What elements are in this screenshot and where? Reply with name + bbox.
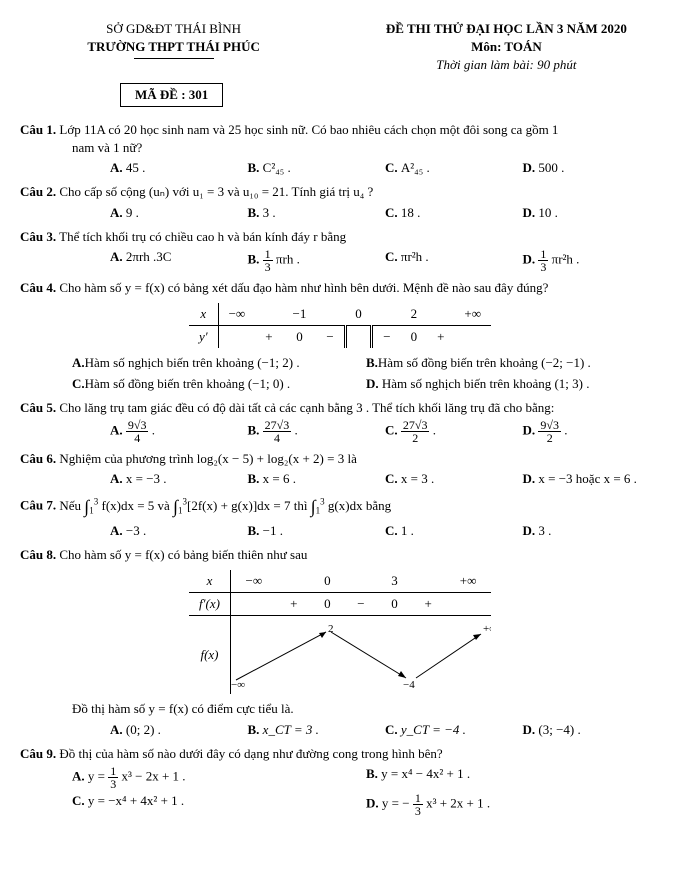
q7-d: D. 3 . — [523, 522, 661, 540]
q9-text: Đồ thị của hàm số nào dưới đây có dạng n… — [59, 746, 442, 761]
q4-sign-table: x −∞ −1 0 2 +∞ y′ + 0− − 0+ — [189, 303, 491, 348]
q1-text1: Lớp 11A có 20 học sinh nam và 25 học sin… — [59, 122, 558, 137]
page-header: SỞ GD&ĐT THÁI BÌNH TRƯỜNG THPT THÁI PHÚC… — [20, 20, 660, 75]
q7-text: Nếu ∫13 f(x)dx = 5 và ∫13[2f(x) + g(x)]d… — [59, 498, 391, 513]
q8-a: A. (0; 2) . — [110, 721, 248, 739]
q8-curve: +∞ 2 −4 −∞ — [231, 620, 491, 690]
q9-d: D. y = − 13 x³ + 2x + 1 . — [366, 792, 660, 817]
q8-c: C. y_CT = −4 . — [385, 721, 523, 739]
q8-variation-table: x −∞ 0 3 +∞ f′(x) + 0− 0+ f(x) +∞ 2 — [189, 570, 491, 694]
subject: Môn: TOÁN — [353, 38, 660, 56]
q4-text: Cho hàm số y = f(x) có bảng xét dấu đạo … — [59, 280, 548, 295]
q3-choices: A. 2πrh .3C B. 13 πrh . C. πr²h . D. 13 … — [20, 248, 660, 273]
q2-b: B. 3 . — [248, 204, 386, 222]
header-underline-left — [134, 58, 214, 59]
q2-c: C. 18 . — [385, 204, 523, 222]
q9-choices-row1: A. y = 13 x³ − 2x + 1 . B. y = x⁴ − 4x² … — [20, 765, 660, 790]
q4-choices-row2: C.Hàm số đồng biến trên khoảng (−1; 0) .… — [20, 375, 660, 393]
q9-label: Câu 9. — [20, 746, 56, 761]
question-6: Câu 6. Nghiệm của phương trình log₂(x − … — [20, 450, 660, 488]
q4-c: C.Hàm số đồng biến trên khoảng (−1; 0) . — [72, 375, 366, 393]
q5-a: A. 9√34 . — [110, 419, 248, 444]
question-1: Câu 1. Lớp 11A có 20 học sinh nam và 25 … — [20, 121, 660, 178]
q2-text: Cho cấp số cộng (uₙ) với u₁ = 3 và u₁₀ =… — [59, 184, 373, 199]
q8-d: D. (3; −4) . — [523, 721, 661, 739]
q4-d: D. Hàm số nghịch biến trên khoảng (1; 3)… — [366, 375, 660, 393]
q3-a: A. 2πrh .3C — [110, 248, 248, 273]
q3-b: B. 13 πrh . — [248, 248, 386, 273]
q1-b: B. C²₄₅ . — [248, 159, 386, 177]
q2-choices: A. 9 . B. 3 . C. 18 . D. 10 . — [20, 204, 660, 222]
q5-choices: A. 9√34 . B. 27√34 . C. 27√32 . D. 9√32 … — [20, 419, 660, 444]
q8-text: Cho hàm số y = f(x) có bảng biến thiên n… — [59, 547, 307, 562]
q6-text: Nghiệm của phương trình log₂(x − 5) + lo… — [59, 451, 356, 466]
q5-b: B. 27√34 . — [248, 419, 386, 444]
svg-text:+∞: +∞ — [483, 623, 491, 635]
q4-b: B.Hàm số đồng biến trên khoảng (−2; −1) … — [366, 354, 660, 372]
q6-label: Câu 6. — [20, 451, 56, 466]
svg-text:−4: −4 — [403, 679, 415, 690]
q8-b: B. x_CT = 3 . — [248, 721, 386, 739]
q6-choices: A. x = −3 . B. x = 6 . C. x = 3 . D. x =… — [20, 470, 660, 488]
q7-b: B. −1 . — [248, 522, 386, 540]
q8-label: Câu 8. — [20, 547, 56, 562]
q3-label: Câu 3. — [20, 229, 56, 244]
q3-d: D. 13 πr²h . — [523, 248, 661, 273]
exam-title: ĐỀ THI THỬ ĐẠI HỌC LẦN 3 NĂM 2020 — [353, 20, 660, 38]
q1-label: Câu 1. — [20, 122, 56, 137]
q1-c: C. A²₄₅ . — [385, 159, 523, 177]
exam-time: Thời gian làm bài: 90 phút — [353, 56, 660, 74]
q2-a: A. 9 . — [110, 204, 248, 222]
question-3: Câu 3. Thể tích khối trụ có chiều cao h … — [20, 228, 660, 273]
question-2: Câu 2. Cho cấp số cộng (uₙ) với u₁ = 3 v… — [20, 183, 660, 221]
q3-c: C. πr²h . — [385, 248, 523, 273]
school: TRƯỜNG THPT THÁI PHÚC — [20, 38, 327, 56]
q9-a: A. y = 13 x³ − 2x + 1 . — [72, 765, 366, 790]
q6-c: C. x = 3 . — [385, 470, 523, 488]
q4-label: Câu 4. — [20, 280, 56, 295]
exam-code-box: MÃ ĐỀ : 301 — [120, 83, 223, 107]
q1-d: D. 500 . — [523, 159, 661, 177]
question-9: Câu 9. Đồ thị của hàm số nào dưới đây có… — [20, 745, 660, 817]
q1-a: A. 45 . — [110, 159, 248, 177]
svg-text:−∞: −∞ — [231, 679, 245, 690]
q5-d: D. 9√32 . — [523, 419, 661, 444]
q7-a: A. −3 . — [110, 522, 248, 540]
q8-conclusion: Đồ thị hàm số y = f(x) có điểm cực tiểu … — [20, 700, 660, 718]
q7-c: C. 1 . — [385, 522, 523, 540]
q2-label: Câu 2. — [20, 184, 56, 199]
q5-label: Câu 5. — [20, 400, 56, 415]
q6-a: A. x = −3 . — [110, 470, 248, 488]
header-right: ĐỀ THI THỬ ĐẠI HỌC LẦN 3 NĂM 2020 Môn: T… — [353, 20, 660, 75]
q1-choices: A. 45 . B. C²₄₅ . C. A²₄₅ . D. 500 . — [20, 159, 660, 177]
q5-c: C. 27√32 . — [385, 419, 523, 444]
question-8: Câu 8. Cho hàm số y = f(x) có bảng biến … — [20, 546, 660, 739]
q4-a: A.Hàm số nghịch biến trên khoảng (−1; 2)… — [72, 354, 366, 372]
q7-choices: A. −3 . B. −1 . C. 1 . D. 3 . — [20, 522, 660, 540]
q3-text: Thể tích khối trụ có chiều cao h và bán … — [59, 229, 346, 244]
q8-choices: A. (0; 2) . B. x_CT = 3 . C. y_CT = −4 .… — [20, 721, 660, 739]
dept: SỞ GD&ĐT THÁI BÌNH — [20, 20, 327, 38]
question-4: Câu 4. Cho hàm số y = f(x) có bảng xét d… — [20, 279, 660, 393]
q9-choices-row2: C. y = −x⁴ + 4x² + 1 . D. y = − 13 x³ + … — [20, 792, 660, 817]
question-7: Câu 7. Nếu ∫13 f(x)dx = 5 và ∫13[2f(x) +… — [20, 494, 660, 539]
q9-b: B. y = x⁴ − 4x² + 1 . — [366, 765, 660, 790]
q1-text2: nam và 1 nữ? — [20, 139, 660, 157]
question-5: Câu 5. Cho lăng trụ tam giác đều có độ d… — [20, 399, 660, 444]
q6-b: B. x = 6 . — [248, 470, 386, 488]
q2-d: D. 10 . — [523, 204, 661, 222]
q5-text: Cho lăng trụ tam giác đều có độ dài tất … — [59, 400, 554, 415]
q6-d: D. x = −3 hoặc x = 6 . — [523, 470, 661, 488]
q4-choices-row1: A.Hàm số nghịch biến trên khoảng (−1; 2)… — [20, 354, 660, 372]
q7-label: Câu 7. — [20, 498, 56, 513]
q9-c: C. y = −x⁴ + 4x² + 1 . — [72, 792, 366, 817]
header-left: SỞ GD&ĐT THÁI BÌNH TRƯỜNG THPT THÁI PHÚC — [20, 20, 327, 75]
